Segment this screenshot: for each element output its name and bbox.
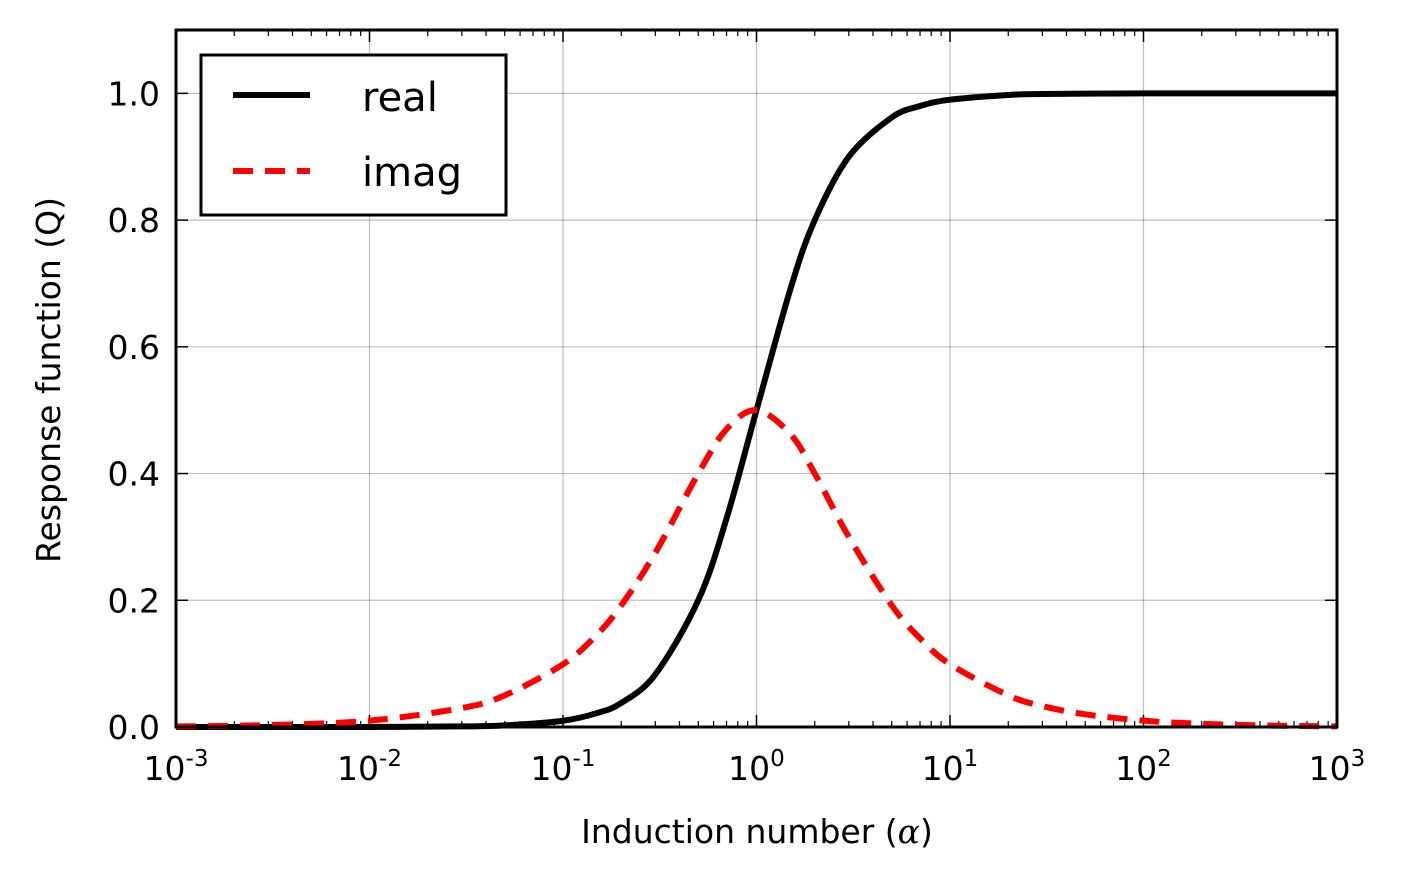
x-tick-exponent: -3: [186, 746, 209, 772]
x-tick-exponent: 2: [1157, 746, 1172, 772]
x-tick-exponent: 1: [964, 746, 979, 772]
x-tick-exponent: 0: [770, 746, 785, 772]
x-tick-base: 10: [1115, 749, 1157, 788]
y-tick-labels: 0.0 0.2 0.4 0.6 0.8 1.0: [108, 74, 160, 747]
x-tick-exponent: 3: [1351, 746, 1366, 772]
x-tick-label: 10-1: [531, 746, 596, 788]
x-tick-base: 10: [337, 749, 379, 788]
y-axis-title: Response function (Q): [29, 197, 68, 563]
x-tick-label: 10-3: [144, 746, 209, 788]
plot-frame: [174, 28, 1339, 729]
x-tick-labels: 10-3 10-2 10-1 100 101 102 103: [144, 746, 1366, 788]
y-tick-label: 0.0: [108, 708, 160, 747]
y-tick-label: 1.0: [108, 74, 160, 113]
y-tick-label: 0.4: [108, 455, 160, 494]
x-axis-title: Induction number (α): [581, 812, 933, 851]
legend-box: [199, 53, 508, 217]
x-tick-exponent: -2: [379, 746, 402, 772]
x-tick-base: 10: [1309, 749, 1351, 788]
legend-label-real: real: [362, 75, 438, 121]
series-line-imag: [175, 407, 1338, 730]
legend-label-imag: imag: [362, 150, 462, 196]
x-axis-title-symbol: α: [898, 812, 920, 851]
x-tick-base: 10: [531, 749, 573, 788]
x-tick-base: 10: [922, 749, 964, 788]
x-tick-base: 10: [144, 749, 186, 788]
legend: real imag: [199, 53, 508, 217]
x-tick-label: 10-2: [337, 746, 402, 788]
y-tick-label: 0.8: [108, 201, 160, 240]
x-tick-label: 101: [922, 746, 979, 788]
x-tick-base: 10: [728, 749, 770, 788]
x-tick-label: 102: [1115, 746, 1172, 788]
x-tick-label: 100: [728, 746, 785, 788]
x-tick-label: 103: [1309, 746, 1366, 788]
y-tick-label: 0.6: [108, 328, 160, 367]
x-tick-exponent: -1: [573, 746, 596, 772]
y-tick-label: 0.2: [108, 581, 160, 620]
